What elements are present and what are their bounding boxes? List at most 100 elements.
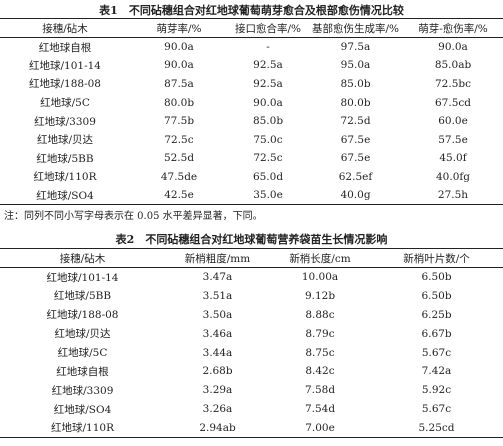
table-row: 红地球自根 90.0a - 97.5a 90.0a <box>0 38 503 57</box>
table-cell: 红地球/5BB <box>53 290 112 303</box>
table-title: 表1 不同砧穗组合对红地球葡萄萌芽愈合及根部愈伤情况比较 <box>99 4 404 17</box>
table-cell: 75.0c <box>253 133 283 146</box>
table: 接穗/砧木 萌芽率/% 接口愈合率/% 基部愈伤生成率/% 萌芽-愈伤率/% 红地球自根 9… <box>0 18 503 205</box>
table-cell: 80.0b <box>340 96 371 109</box>
table-cell: 62.5ef <box>338 170 373 183</box>
table-cell: 72.5c <box>164 133 194 146</box>
table-cell: 红地球/188-08 <box>29 78 101 91</box>
table-note: 注：同列不同小写字母表示在 0.05 水平差异显著，下同。 <box>4 211 263 222</box>
table-cell: 72.5d <box>340 115 371 128</box>
table-row: 红地球/3309 3.29a 7.58d 5.92c <box>0 381 503 400</box>
table-cell: 57.5e <box>438 133 468 146</box>
table-cell: 红地球/SO4 <box>36 189 94 202</box>
table-cell: 红地球自根 <box>38 41 92 54</box>
table-cell: 80.0b <box>163 96 195 109</box>
table-row: 红地球/5C 3.44a 8.75c 5.67c <box>0 343 503 362</box>
table-row: 红地球/5C 80.0b 90.0a 80.0b 67.5cd <box>0 93 503 112</box>
table-title: 表2 不同砧穗组合对红地球葡萄营养袋苗生长情况影响 <box>115 233 388 246</box>
table-cell: 45.0f <box>439 152 467 165</box>
table-cell: 67.5cd <box>435 96 471 109</box>
table-cell: 红地球/101-14 <box>29 59 101 72</box>
table-cell: 52.5d <box>163 152 195 165</box>
table-cell: 72.5bc <box>435 77 471 90</box>
table-cell: 6.67b <box>421 327 452 340</box>
table-cell: 红地球/101-14 <box>46 271 119 284</box>
table-cell: 35.0e <box>253 189 283 202</box>
table-cell: 90.0a <box>253 96 283 109</box>
header-cell: 萌芽率/% <box>156 22 202 35</box>
table-row: 红地球/110R 47.5de 65.0d 62.5ef 40.0fg <box>0 168 503 187</box>
table-cell: 红地球自根 <box>56 365 109 378</box>
table-cell: 8.88c <box>305 308 335 321</box>
table-row: 红地球/188-08 3.50a 8.88c 6.25b <box>0 305 503 324</box>
table-cell: 5.92c <box>421 384 452 397</box>
table-cell: 红地球/5C <box>57 347 108 359</box>
table-cell: 6.50b <box>421 289 452 302</box>
table-cell: 2.94ab <box>199 421 236 434</box>
table-cell: 85.0ab <box>434 59 472 72</box>
table: 接穗/砧木 新梢粗度/mm 新梢长度/cm 新梢叶片数/个 红地球/101-14 3.47… <box>0 248 503 438</box>
table-cell: 92.5a <box>253 59 283 72</box>
table-cell: 8.42c <box>305 365 335 378</box>
table-cell: 8.75c <box>305 346 335 359</box>
table-cell: 7.42a <box>421 365 452 378</box>
table-cell: - <box>266 41 270 54</box>
table-row: 红地球自根 2.68b 8.42c 7.42a <box>0 362 503 381</box>
table-cell: 67.5e <box>340 152 371 165</box>
table-cell: 40.0g <box>340 189 371 202</box>
table-row: 红地球/5BB 3.51a 9.12b 6.50b <box>0 286 503 305</box>
table-row: 红地球/5BB 52.5d 72.5c 67.5e 45.0f <box>0 149 503 168</box>
table-cell: 42.5e <box>164 189 194 202</box>
table-cell: 65.0d <box>252 170 284 183</box>
table-cell: 97.5a <box>340 41 371 54</box>
table-cell: 红地球/110R <box>51 422 114 435</box>
table-row: 红地球/3309 77.5b 85.0b 72.5d 60.0e <box>0 112 503 131</box>
table-cell: 3.29a <box>202 384 233 397</box>
table-cell: 85.0b <box>340 77 371 90</box>
table-cell: 红地球/188-08 <box>46 309 119 322</box>
table-cell: 90.0a <box>164 41 194 54</box>
table-cell: 9.12b <box>304 289 336 302</box>
table-cell: 红地球/3309 <box>51 384 114 397</box>
table-cell: 5.67c <box>421 403 452 416</box>
table-cell: 3.44a <box>202 346 233 359</box>
header-cell: 新梢粗度/mm <box>184 252 251 265</box>
table-cell: 3.47a <box>202 271 233 284</box>
table-cell: 红地球/5C <box>40 97 90 110</box>
table-cell: 77.5b <box>163 115 195 128</box>
table-cell: 72.5c <box>253 152 283 165</box>
header-cell: 接穗/砧木 <box>42 22 88 35</box>
table-row: 红地球/贝达 3.46a 8.79c 6.67b <box>0 324 503 343</box>
table-cell: 7.54d <box>304 403 336 416</box>
table-cell: 红地球/贝达 <box>36 134 94 147</box>
table-cell: 67.5e <box>340 133 371 146</box>
table-cell: 6.25b <box>421 308 452 321</box>
header-cell: 萌芽-愈伤率/% <box>418 22 488 35</box>
table-cell: 3.51a <box>202 289 233 302</box>
table-cell: 红地球/SO4 <box>53 403 112 416</box>
table-row: 红地球/贝达 72.5c 75.0c 67.5e 57.5e <box>0 130 503 149</box>
table-cell: 27.5h <box>437 189 469 202</box>
table-cell: 红地球/3309 <box>34 115 96 128</box>
table-cell: 92.5a <box>253 77 283 90</box>
table-cell: 红地球/5BB <box>36 152 94 165</box>
table-cell: 2.68b <box>202 365 233 378</box>
table-row: 红地球/110R 2.94ab 7.00e 5.25cd <box>0 419 503 438</box>
table-cell: 85.0b <box>252 115 284 128</box>
table-cell: 60.0e <box>438 115 468 128</box>
table-cell: 6.50b <box>421 271 452 284</box>
header-cell: 接穗/砧木 <box>59 252 106 265</box>
table-cell: 红地球/110R <box>33 171 97 184</box>
table-cell: 3.46a <box>202 327 233 340</box>
table-cell: 90.0a <box>438 41 468 54</box>
header-cell: 接口愈合率/% <box>234 22 301 35</box>
header-cell: 新梢叶片数/个 <box>403 252 470 265</box>
table-cell: 3.26a <box>202 403 233 416</box>
table-cell: 47.5de <box>160 170 198 183</box>
table-cell: 87.5a <box>164 77 194 90</box>
table-cell: 10.00a <box>301 271 339 284</box>
table-cell: 5.67c <box>421 346 452 359</box>
table-row: 红地球/188-08 87.5a 92.5a 85.0b 72.5bc <box>0 75 503 94</box>
table-cell: 7.58d <box>304 384 336 397</box>
table-row: 红地球/SO4 3.26a 7.54d 5.67c <box>0 400 503 419</box>
